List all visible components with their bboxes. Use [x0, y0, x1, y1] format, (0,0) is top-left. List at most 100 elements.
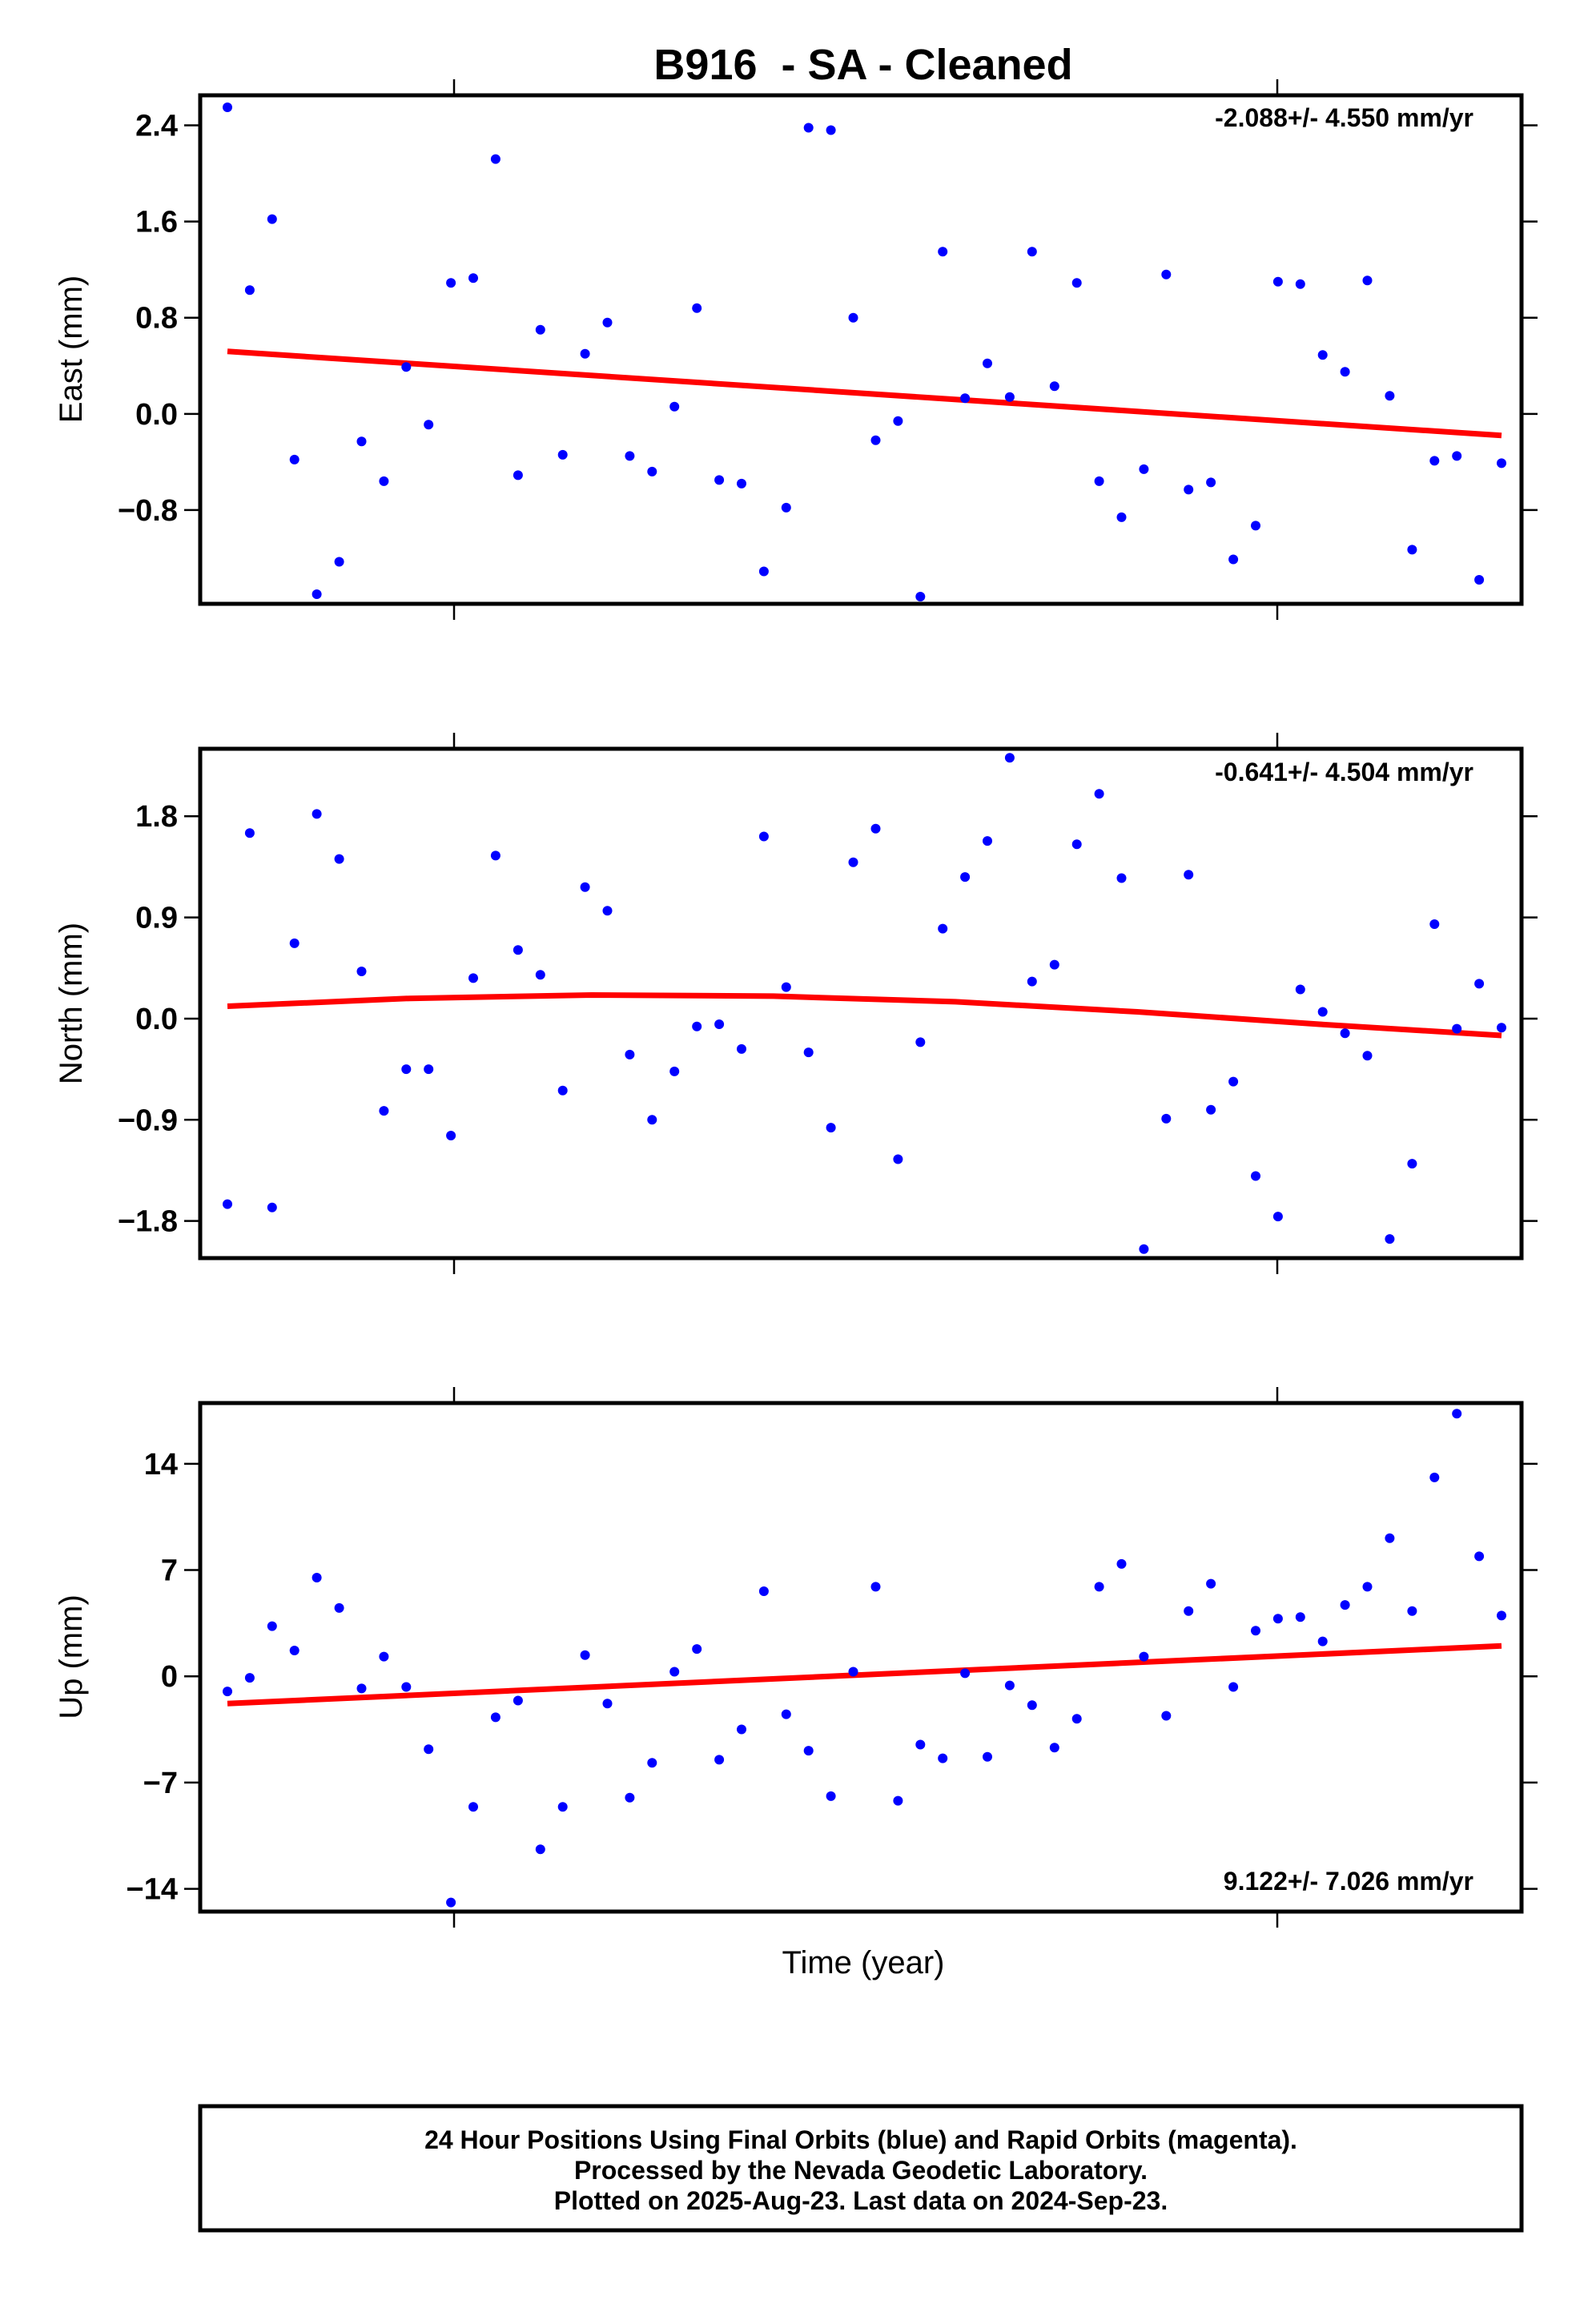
north-data-point: [1362, 1051, 1373, 1061]
up-data-point: [893, 1795, 903, 1806]
east-data-point: [1295, 279, 1305, 289]
north-data-point: [647, 1115, 657, 1125]
north-data-point: [848, 857, 858, 867]
north-data-point: [737, 1043, 746, 1054]
north-data-point: [557, 1085, 568, 1096]
footer-line-1: 24 Hour Positions Using Final Orbits (bl…: [424, 2125, 1297, 2154]
east-data-point: [446, 278, 456, 288]
east-data-point: [1474, 575, 1485, 585]
up-data-point: [938, 1753, 948, 1763]
up-tick-marks: [184, 1387, 1538, 1928]
north-data-point: [1340, 1028, 1350, 1039]
up-data-point: [557, 1802, 568, 1812]
east-data-point: [401, 362, 412, 372]
up-ytick-label: −7: [143, 1767, 178, 1800]
footer-line-3: Plotted on 2025-Aug-23. Last data on 202…: [554, 2186, 1168, 2215]
up-data-point: [1251, 1626, 1260, 1636]
north-data-point: [1071, 839, 1082, 850]
up-trend-group: [227, 1642, 1502, 1707]
east-data-point: [602, 317, 613, 328]
east-axis-label: East (mm): [54, 275, 89, 423]
up-points: [223, 1409, 1506, 1908]
x-axis-label: Time (year): [782, 1945, 945, 1980]
east-data-point: [535, 324, 545, 335]
up-data-point: [803, 1746, 814, 1756]
north-ytick-label: 0.0: [135, 1003, 178, 1036]
north-data-point: [1452, 1023, 1462, 1034]
east-data-point: [848, 312, 858, 323]
east-data-point: [915, 592, 926, 601]
up-data-point: [915, 1739, 926, 1750]
north-data-point: [758, 831, 769, 842]
north-data-point: [1228, 1076, 1239, 1087]
east-data-point: [938, 247, 948, 257]
up-data-point: [848, 1667, 858, 1677]
east-data-point: [1139, 464, 1149, 474]
north-tick-labels: 1.8 0.9 0.0 −0.9 −1.8: [118, 800, 178, 1238]
up-ytick-label: −14: [127, 1873, 178, 1907]
east-data-point: [737, 478, 746, 489]
east-data-point: [714, 475, 725, 485]
east-data-point: [289, 454, 300, 464]
north-data-point: [960, 872, 971, 883]
east-plot-frame: [198, 93, 1524, 606]
north-data-point: [803, 1047, 814, 1058]
up-data-point: [1474, 1551, 1485, 1562]
up-data-point: [1049, 1743, 1059, 1753]
north-data-point: [424, 1064, 434, 1075]
up-data-point: [737, 1724, 746, 1735]
north-data-point: [714, 1019, 725, 1029]
north-data-point: [513, 945, 523, 955]
up-data-point: [1184, 1606, 1194, 1616]
east-data-point: [468, 273, 478, 283]
north-data-point: [692, 1021, 702, 1031]
up-data-point: [669, 1667, 680, 1677]
north-data-point: [781, 982, 791, 992]
east-data-point: [312, 589, 322, 599]
east-data-point: [267, 214, 277, 224]
up-data-point: [244, 1673, 255, 1683]
up-data-point: [781, 1709, 791, 1719]
north-plot-frame: [198, 746, 1524, 1261]
up-data-point: [1071, 1714, 1082, 1724]
north-ytick-label: −0.9: [118, 1104, 178, 1137]
east-data-point: [490, 154, 501, 164]
east-trend-group: [227, 348, 1502, 439]
up-data-point: [401, 1682, 412, 1692]
up-data-point: [1362, 1582, 1373, 1592]
north-data-point: [356, 967, 367, 976]
north-data-point: [1049, 959, 1059, 970]
up-data-point: [289, 1646, 300, 1655]
north-data-point: [893, 1154, 903, 1164]
east-data-point: [1049, 381, 1059, 392]
up-data-point: [513, 1695, 523, 1706]
east-data-point: [781, 502, 791, 513]
up-data-point: [960, 1668, 971, 1679]
north-data-point: [870, 823, 881, 834]
north-data-point: [602, 906, 613, 916]
up-data-point: [1317, 1636, 1328, 1647]
north-data-point: [468, 973, 478, 983]
north-data-point: [1295, 984, 1305, 995]
north-data-point: [1139, 1244, 1149, 1254]
north-data-point: [244, 828, 255, 838]
east-trend-line: [227, 348, 1502, 439]
east-data-point: [870, 435, 881, 445]
up-data-point: [1497, 1610, 1506, 1621]
north-trend-group: [227, 991, 1502, 1039]
north-ytick-label: 1.8: [135, 800, 178, 834]
up-data-point: [1139, 1651, 1149, 1662]
up-data-point: [647, 1758, 657, 1768]
north-axis-label: North (mm): [54, 923, 89, 1084]
up-data-point: [692, 1644, 702, 1655]
up-data-point: [983, 1751, 992, 1762]
north-data-point: [1206, 1104, 1216, 1115]
north-data-point: [446, 1131, 456, 1140]
north-data-point: [1027, 976, 1037, 987]
up-data-point: [446, 1897, 456, 1908]
east-data-point: [513, 470, 523, 480]
east-data-point: [557, 449, 568, 460]
chart-title: B916 - SA - Cleaned: [653, 41, 1072, 89]
east-data-point: [244, 285, 255, 296]
